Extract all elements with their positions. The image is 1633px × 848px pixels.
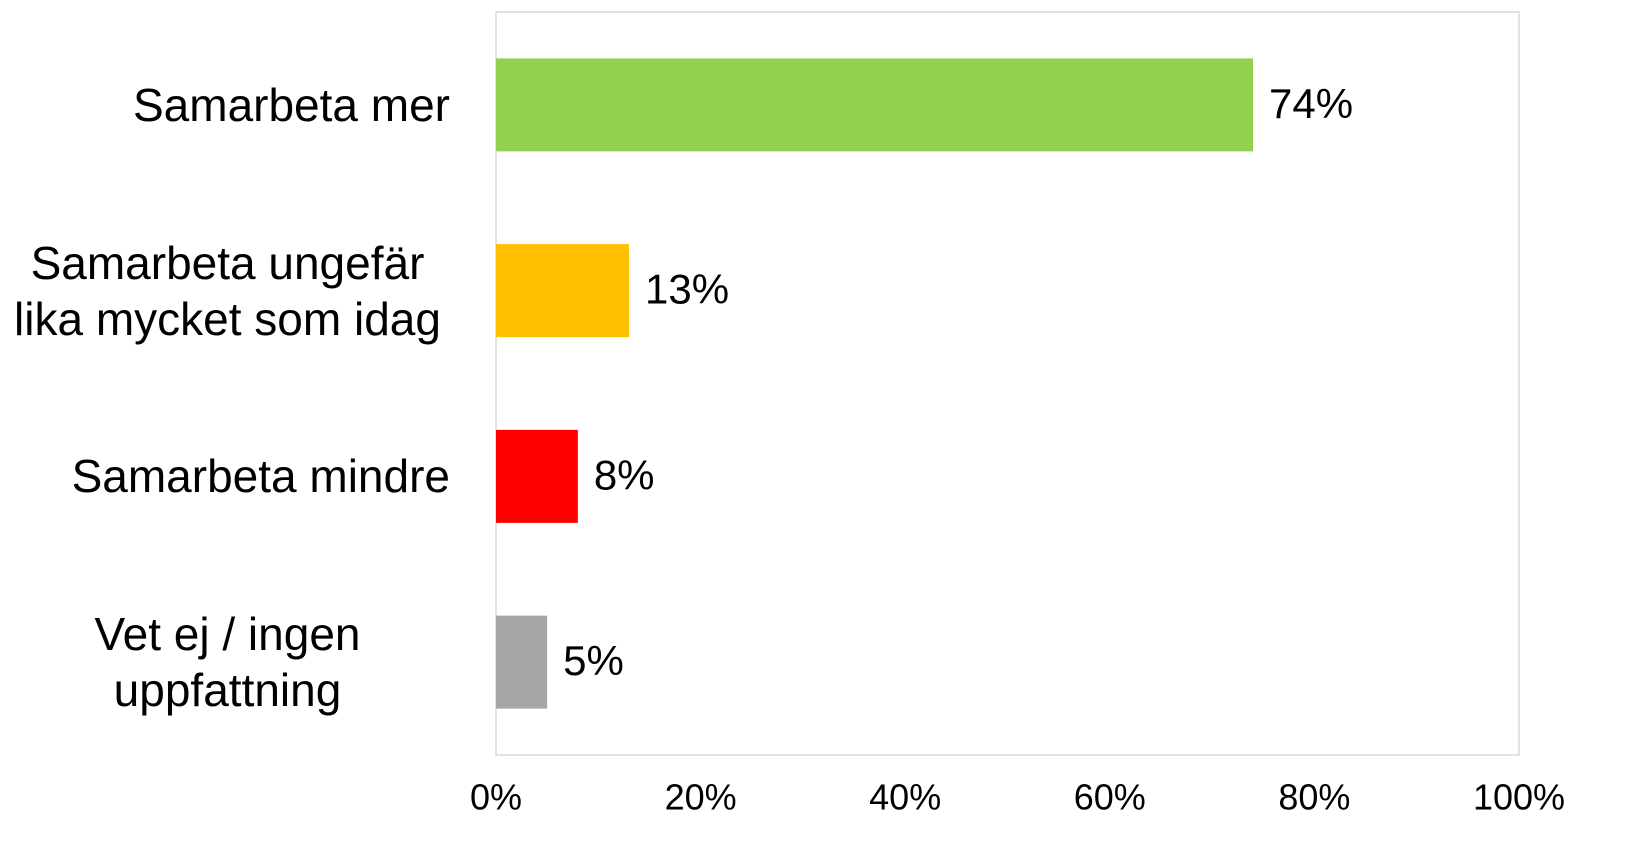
y-tick-label: Samarbeta ungefär lika mycket som idag xyxy=(14,236,441,345)
category-box: Samarbeta ungefär lika mycket som idag xyxy=(0,191,450,391)
plot-border xyxy=(495,11,1520,756)
data-label: 74% xyxy=(1269,80,1353,127)
bar xyxy=(496,615,548,709)
x-tick-label: 100% xyxy=(1473,777,1565,818)
data-label: 8% xyxy=(594,451,655,498)
x-tick-label: 20% xyxy=(665,777,737,818)
category-box: Samarbeta mindre xyxy=(0,376,450,576)
bar xyxy=(496,244,629,338)
x-tick-label: 0% xyxy=(470,777,522,818)
data-label: 13% xyxy=(645,266,729,313)
x-tick-label: 60% xyxy=(1074,777,1146,818)
x-tick-label: 40% xyxy=(869,777,941,818)
category-box: Samarbeta mer xyxy=(0,5,450,205)
data-label: 5% xyxy=(563,637,624,684)
y-tick-label: Samarbeta mindre xyxy=(71,450,450,503)
y-tick-label: Vet ej / ingen uppfattning xyxy=(94,608,361,717)
bar xyxy=(496,429,578,523)
bar xyxy=(496,58,1254,152)
x-tick-label: 80% xyxy=(1278,777,1350,818)
category-box: Vet ej / ingen uppfattning xyxy=(0,562,450,762)
y-tick-label: Samarbeta mer xyxy=(132,78,450,131)
